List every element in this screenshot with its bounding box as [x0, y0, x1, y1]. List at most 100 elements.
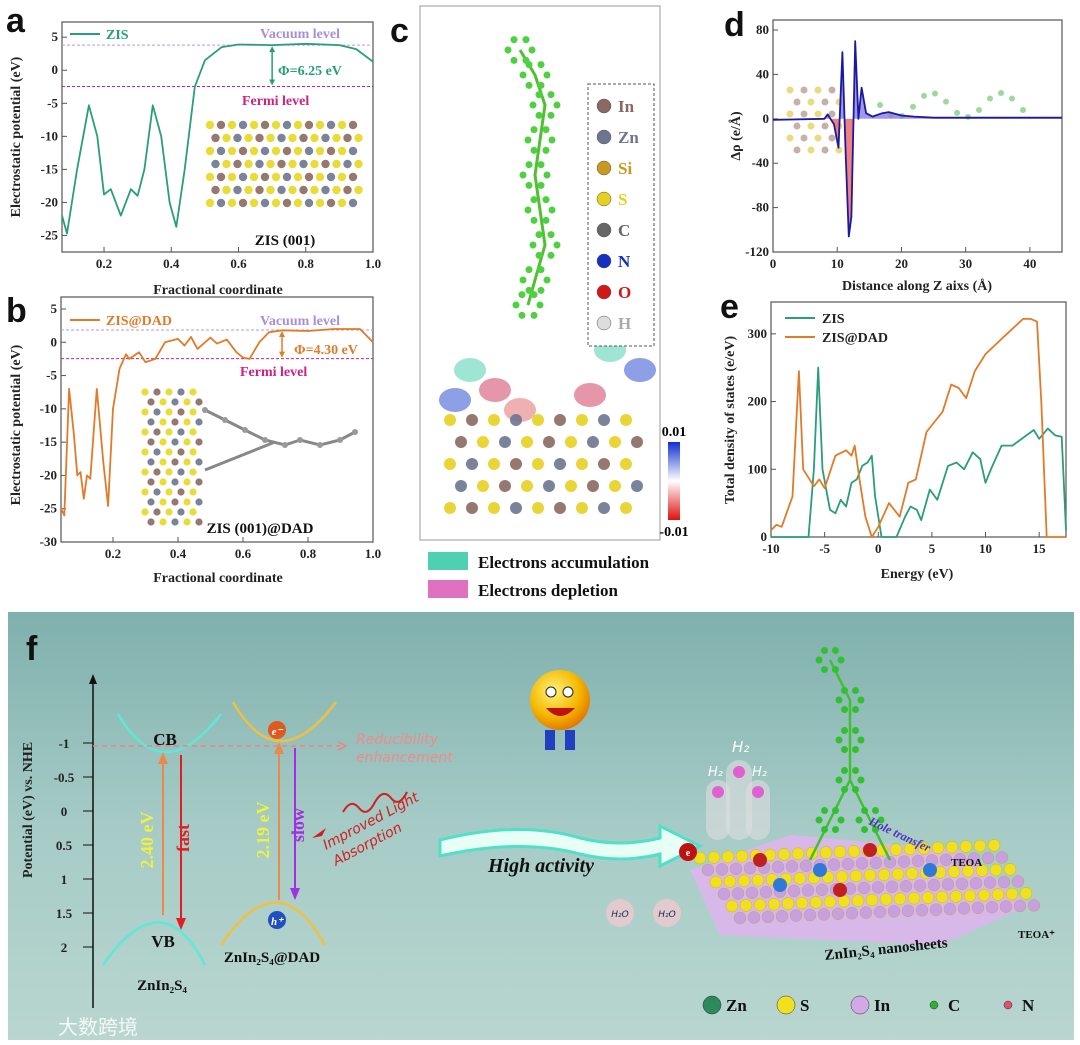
carbon-atom: [852, 746, 859, 754]
panel-label-f: f: [26, 630, 38, 668]
legend-label-zn: Zn: [618, 128, 639, 147]
atom: [943, 98, 949, 105]
atom: [1020, 107, 1026, 114]
arrow-head: [279, 351, 285, 358]
sheet-atom: [1013, 899, 1027, 913]
carbon-atom: [525, 81, 533, 89]
enhancement-label: enhancement: [356, 750, 453, 766]
atom: [554, 458, 566, 470]
y-tick-label: -0.5: [54, 770, 75, 785]
carbon-atom: [821, 666, 828, 674]
h2-tube: [706, 780, 730, 840]
atom: [238, 146, 248, 156]
legend-label-zis: ZIS: [822, 312, 845, 327]
watermark: 大数跨境: [58, 1015, 138, 1039]
atom: [165, 468, 173, 476]
sheet-atom: [893, 892, 907, 905]
sheet-atom: [739, 899, 753, 912]
atom: [488, 502, 500, 514]
y-tick-label: 0: [52, 62, 59, 77]
h2-molecule-icon: [752, 786, 764, 798]
atom: [147, 458, 155, 466]
sheet-atom: [759, 886, 773, 899]
atom: [282, 172, 292, 182]
carbon-atom: [832, 806, 839, 814]
atom: [321, 185, 330, 195]
atom: [211, 159, 220, 169]
sheet-atom: [823, 895, 837, 908]
atom: [543, 436, 555, 448]
legend-atom-n: [1003, 1000, 1013, 1010]
atom: [620, 414, 632, 426]
atom: [222, 159, 231, 169]
legend-label-c: C: [948, 996, 960, 1015]
atom: [293, 146, 303, 156]
molecule-chain: [204, 440, 276, 472]
sheet-atom: [873, 905, 887, 919]
carbon-atom: [535, 91, 543, 99]
sheet-atom: [947, 865, 961, 878]
charge-density-lobe: [574, 383, 606, 407]
teoa-label: TEOA: [951, 857, 982, 869]
hole-icon: [813, 863, 827, 877]
x-tick-label: 0: [875, 541, 882, 556]
zis-conduction-band: [116, 713, 222, 754]
h2-tube: [726, 760, 752, 840]
depletion-swatch: [428, 580, 468, 598]
atom: [1009, 95, 1015, 102]
atom: [304, 120, 314, 130]
legend-label-n: N: [618, 252, 631, 271]
y-tick-label: -1: [59, 736, 70, 751]
sheet-atom: [815, 883, 829, 896]
legend-label-s: S: [618, 190, 627, 209]
x-tick-label: 1.0: [365, 546, 381, 561]
carbon-atom: [519, 71, 527, 79]
atom: [932, 90, 938, 97]
atom: [227, 172, 237, 182]
atom: [159, 418, 167, 426]
y-axis-label: Δρ (e/Å): [728, 111, 744, 161]
sheet-atom: [941, 878, 955, 891]
legend-label-s: S: [800, 996, 809, 1015]
atom: [620, 502, 632, 514]
sheet-atom: [709, 875, 723, 889]
carbon-atom: [543, 171, 551, 179]
atom: [343, 185, 352, 195]
legend-label-n: N: [1022, 996, 1035, 1015]
atom: [260, 172, 270, 182]
atom: [332, 159, 341, 169]
carbon-atom: [841, 686, 848, 694]
atom: [141, 488, 149, 496]
inset-label: ZIS (001)@DAD: [207, 521, 314, 537]
atom: [171, 518, 179, 526]
zis-dad-structure-inset: [141, 388, 358, 526]
sheet-atom: [977, 889, 991, 902]
atom: [310, 159, 319, 169]
h2-label: H₂: [708, 765, 723, 780]
atom: [288, 133, 297, 143]
carbon-atom: [530, 146, 538, 154]
znin2s4-nanosheet: [690, 835, 1041, 945]
atom: [304, 146, 314, 156]
atom: [153, 488, 161, 496]
carbon-atom: [518, 311, 526, 319]
atom: [821, 98, 829, 106]
carbon-atom: [547, 91, 555, 99]
h2-bubbles: H₂ H₂ H₂: [706, 738, 770, 840]
atom: [211, 133, 220, 143]
atom: [598, 502, 610, 514]
x-tick-label: 5: [929, 541, 936, 556]
sheet-atom: [859, 906, 873, 919]
atom: [195, 418, 203, 426]
atom: [998, 90, 1004, 97]
atom: [354, 159, 363, 169]
sheet-atom: [899, 880, 913, 893]
carbon-atom: [525, 161, 533, 169]
x-axis-label: Fractional coordinate: [153, 283, 282, 298]
x-tick-label: 0.2: [96, 256, 112, 271]
sheet-atom: [911, 854, 925, 868]
atom: [814, 134, 822, 142]
atom: [195, 398, 203, 406]
atom: [828, 110, 836, 118]
legend-atom-s: [776, 995, 796, 1015]
